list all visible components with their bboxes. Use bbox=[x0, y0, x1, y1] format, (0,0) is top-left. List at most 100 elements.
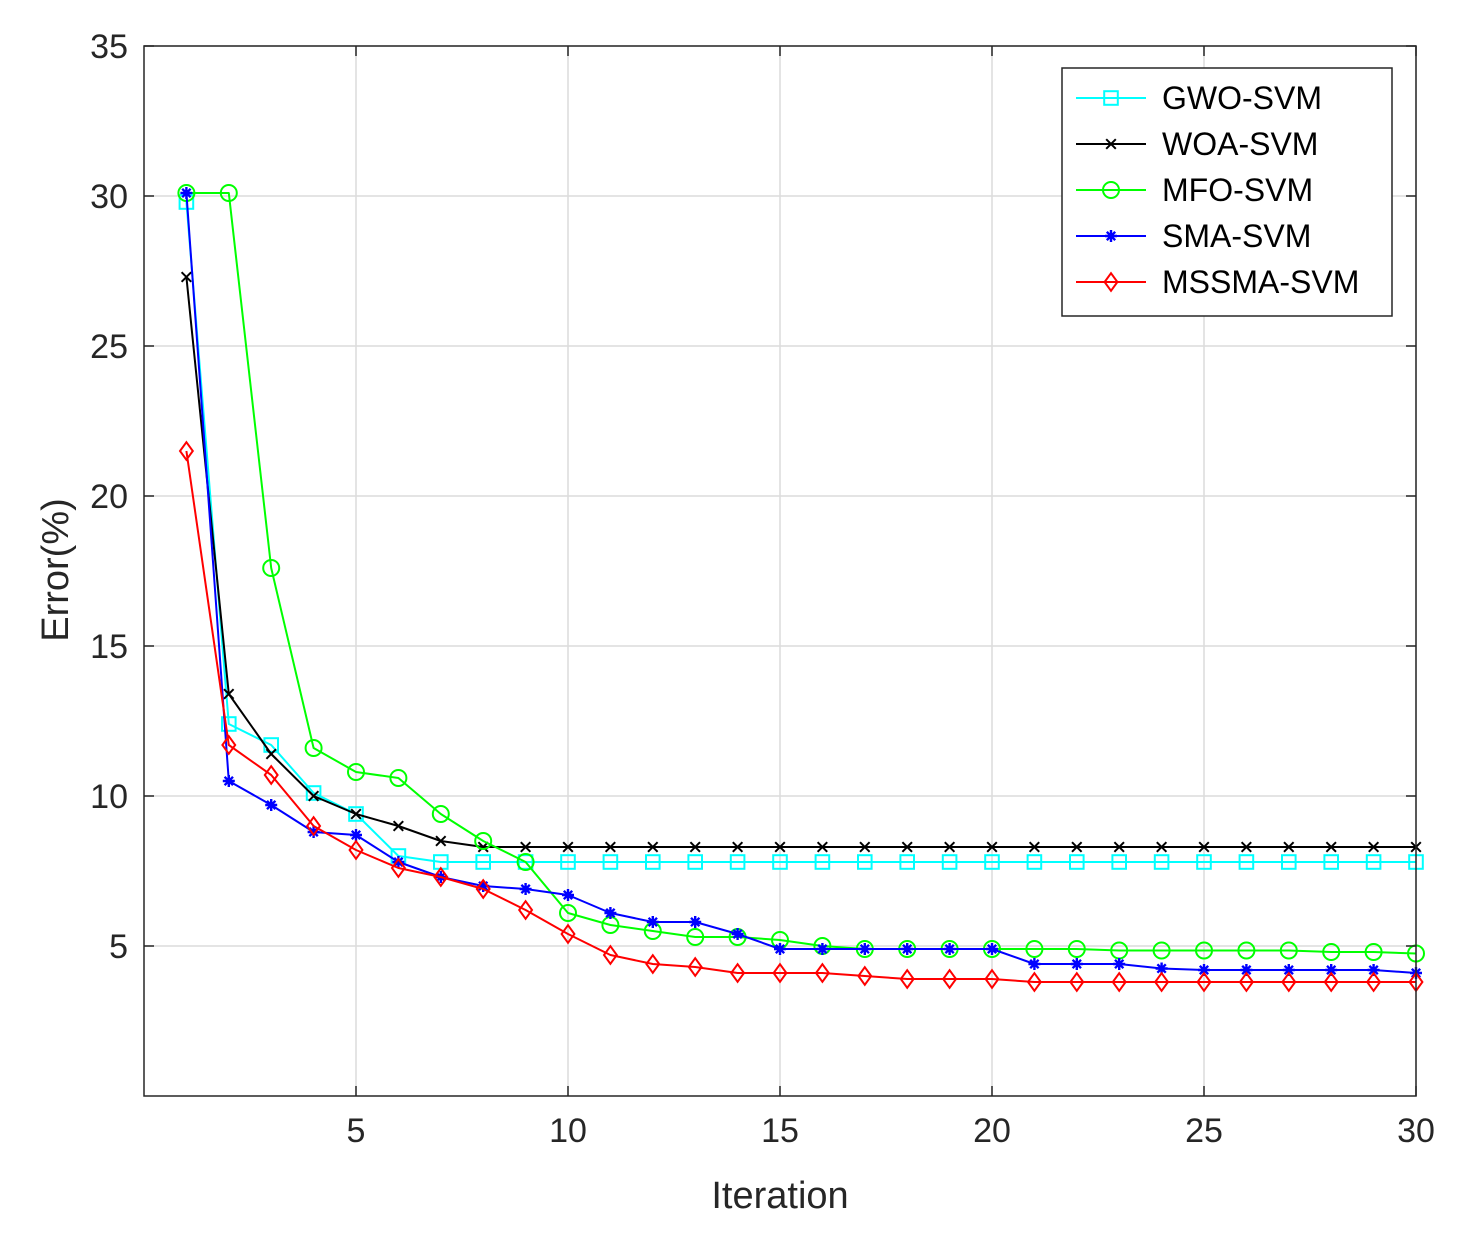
data-point-gwo-svm bbox=[857, 854, 873, 870]
legend-item-sma-svm: SMA-SVM bbox=[1076, 218, 1311, 254]
data-point-mfo-svm bbox=[389, 769, 408, 787]
legend-label-sma-svm: SMA-SVM bbox=[1162, 218, 1311, 254]
data-point-gwo-svm bbox=[1238, 854, 1255, 870]
data-point-gwo-svm bbox=[984, 854, 1000, 870]
y-tick-label: 15 bbox=[90, 628, 128, 666]
data-point-sma-svm bbox=[1198, 964, 1210, 976]
data-point-mfo-svm bbox=[304, 739, 323, 757]
data-point-mfo-svm bbox=[559, 904, 577, 922]
data-point-mssma-svm bbox=[560, 923, 576, 945]
data-point-woa-svm bbox=[986, 841, 998, 853]
data-point-gwo-svm bbox=[1365, 854, 1382, 870]
legend-label-mssma-svm: MSSMA-SVM bbox=[1162, 264, 1359, 300]
data-point-sma-svm bbox=[1240, 964, 1253, 976]
y-tick-label: 10 bbox=[90, 778, 128, 816]
data-point-sma-svm bbox=[689, 916, 702, 928]
data-point-sma-svm bbox=[519, 883, 532, 895]
data-point-woa-svm bbox=[689, 841, 701, 853]
data-point-mssma-svm bbox=[348, 839, 364, 861]
data-point-mfo-svm bbox=[1067, 940, 1086, 958]
data-point-mssma-svm bbox=[984, 968, 1000, 990]
data-point-mssma-svm bbox=[263, 764, 279, 786]
data-point-mfo-svm bbox=[431, 805, 450, 823]
data-point-woa-svm bbox=[477, 841, 489, 853]
data-point-woa-svm bbox=[223, 688, 235, 700]
data-point-woa-svm bbox=[859, 841, 871, 853]
data-point-gwo-svm bbox=[899, 854, 916, 870]
data-point-gwo-svm bbox=[348, 806, 364, 822]
data-point-sma-svm bbox=[986, 943, 998, 955]
data-point-gwo-svm bbox=[1323, 854, 1340, 870]
data-point-woa-svm bbox=[180, 271, 192, 283]
series-line-woa-svm bbox=[185, 276, 1416, 848]
data-point-woa-svm bbox=[944, 841, 956, 853]
data-point-mfo-svm bbox=[1237, 941, 1256, 960]
data-point-woa-svm bbox=[1240, 841, 1252, 853]
legend-box bbox=[1061, 67, 1393, 317]
data-point-mssma-svm bbox=[1281, 971, 1297, 993]
legend-marker-sma-svm bbox=[1105, 230, 1117, 242]
series-gwo-svm bbox=[178, 194, 1424, 870]
data-point-gwo-svm bbox=[1196, 854, 1212, 870]
data-point-mssma-svm bbox=[645, 953, 661, 975]
data-point-woa-svm bbox=[562, 841, 574, 853]
data-point-mssma-svm bbox=[857, 965, 873, 987]
data-point-gwo-svm bbox=[1153, 854, 1170, 870]
data-point-mfo-svm bbox=[1279, 941, 1298, 960]
data-point-woa-svm bbox=[901, 841, 913, 853]
data-point-mssma-svm bbox=[729, 962, 746, 984]
y-tick-label: 35 bbox=[90, 28, 128, 66]
legend-item-mssma-svm: MSSMA-SVM bbox=[1076, 264, 1359, 300]
data-point-mssma-svm bbox=[1069, 971, 1085, 993]
data-point-sma-svm bbox=[774, 943, 786, 955]
data-point-mssma-svm bbox=[433, 866, 449, 888]
data-point-mssma-svm bbox=[1238, 971, 1255, 993]
data-point-mssma-svm bbox=[1111, 971, 1127, 993]
data-point-mfo-svm bbox=[1025, 940, 1044, 958]
data-point-gwo-svm bbox=[560, 854, 576, 870]
data-point-mssma-svm bbox=[390, 857, 407, 879]
data-point-gwo-svm bbox=[1069, 854, 1085, 870]
data-point-mssma-svm bbox=[687, 956, 703, 978]
legend-item-gwo-svm: GWO-SVM bbox=[1076, 80, 1322, 116]
data-point-woa-svm bbox=[350, 808, 362, 820]
y-tick-label: 25 bbox=[90, 328, 128, 366]
data-point-mssma-svm bbox=[305, 815, 322, 837]
data-point-sma-svm bbox=[562, 889, 574, 901]
data-point-mssma-svm bbox=[178, 440, 195, 462]
data-point-sma-svm bbox=[350, 829, 362, 841]
data-point-woa-svm bbox=[1113, 841, 1125, 853]
legend-item-woa-svm: WOA-SVM bbox=[1076, 126, 1318, 162]
data-point-gwo-svm bbox=[517, 854, 534, 870]
x-tick-label: 15 bbox=[761, 1112, 799, 1150]
data-point-mfo-svm bbox=[262, 559, 281, 577]
data-point-woa-svm bbox=[1028, 841, 1040, 853]
data-point-woa-svm bbox=[1368, 841, 1380, 853]
data-point-gwo-svm bbox=[941, 854, 958, 870]
data-point-sma-svm bbox=[858, 943, 871, 955]
legend-marker-mfo-svm bbox=[1102, 181, 1120, 199]
y-axis-label: Error(%) bbox=[35, 498, 77, 642]
data-point-sma-svm bbox=[816, 943, 829, 955]
data-point-gwo-svm bbox=[221, 716, 237, 732]
data-point-mssma-svm bbox=[1365, 971, 1382, 993]
data-point-sma-svm bbox=[1155, 962, 1168, 975]
y-tick-label: 20 bbox=[90, 478, 128, 516]
legend-marker-gwo-svm bbox=[1103, 90, 1119, 106]
data-point-sma-svm bbox=[1028, 958, 1041, 970]
data-point-mssma-svm bbox=[1026, 971, 1043, 993]
data-point-mssma-svm bbox=[941, 968, 958, 990]
data-point-mssma-svm bbox=[517, 899, 534, 921]
data-point-gwo-svm bbox=[602, 854, 619, 870]
data-point-mfo-svm bbox=[474, 832, 493, 850]
data-point-gwo-svm bbox=[305, 785, 322, 801]
data-point-gwo-svm bbox=[687, 854, 704, 870]
data-point-sma-svm bbox=[646, 916, 659, 928]
data-point-mssma-svm bbox=[602, 944, 619, 966]
series-group bbox=[177, 184, 1425, 993]
data-point-mssma-svm bbox=[814, 962, 831, 984]
data-point-sma-svm bbox=[1113, 958, 1126, 970]
data-point-mfo-svm bbox=[686, 928, 705, 946]
